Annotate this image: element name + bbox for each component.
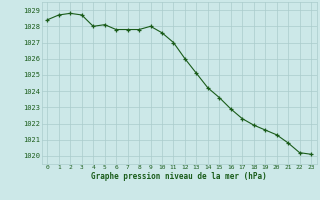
X-axis label: Graphe pression niveau de la mer (hPa): Graphe pression niveau de la mer (hPa) — [91, 172, 267, 181]
